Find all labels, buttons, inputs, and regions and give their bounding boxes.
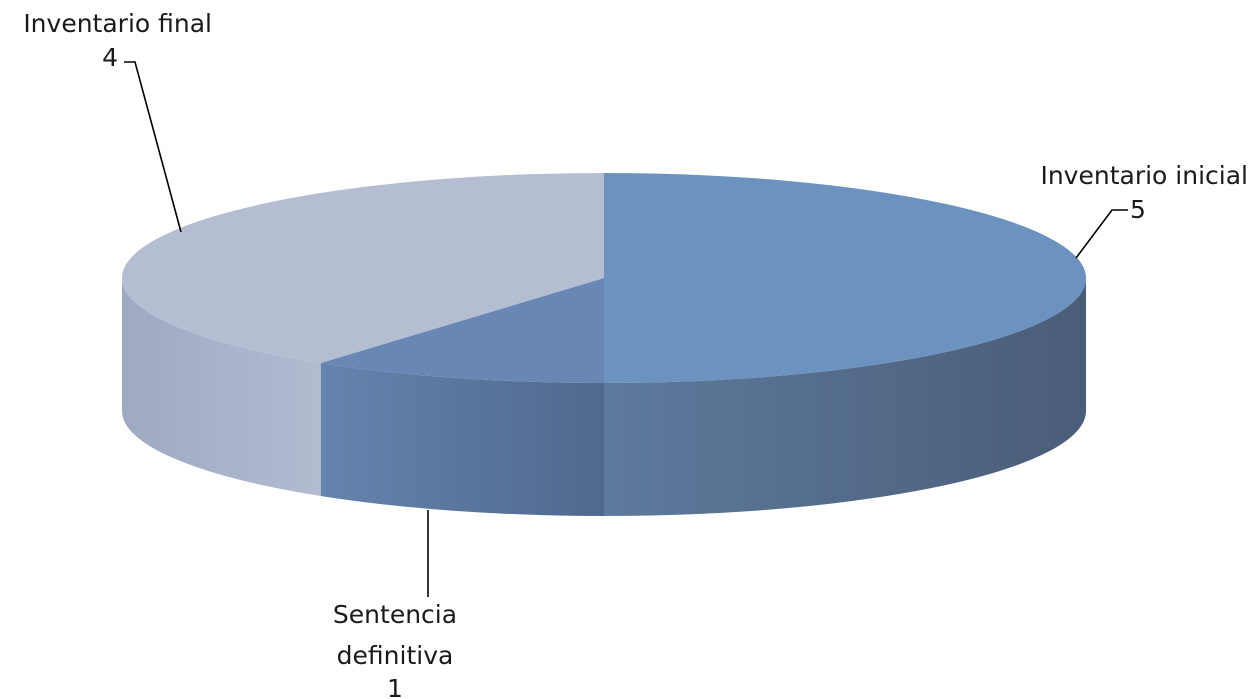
slice-label-sentencia-definitiva: Sentencia definitiva 1: [333, 600, 457, 699]
pie-slice-inventario-final: [121, 173, 604, 363]
pie-slice-side-inventario-inicial: [604, 278, 1086, 516]
slice-label-value-sentencia-definitiva: 1: [387, 674, 403, 699]
slice-label-name-sentencia-definitiva-line1: Sentencia: [333, 600, 457, 629]
slice-label-name-inventario-final: Inventario final: [23, 9, 212, 38]
slice-label-inventario-final: Inventario final 4: [23, 9, 212, 72]
slice-label-name-inventario-inicial: Inventario inicial: [1040, 161, 1248, 190]
slice-label-value-inventario-inicial: 5: [1130, 195, 1146, 224]
slice-label-inventario-inicial: Inventario inicial 5: [1040, 161, 1248, 224]
pie-slice-sentencia-definitiva: [320, 278, 604, 383]
slice-label-value-inventario-final: 4: [102, 43, 118, 72]
pie-slice-side-inventario-final: [122, 278, 321, 496]
slice-label-name-sentencia-definitiva-line2: definitiva: [337, 641, 454, 670]
pie-slice-inventario-inicial: [604, 173, 1086, 383]
pie-slice-side-sentencia-definitiva: [320, 362, 604, 516]
leader-line-inventario-final: [124, 61, 182, 233]
pie-tops: [121, 173, 1086, 383]
pie-sides: [122, 278, 1086, 516]
leader-line-inventario-inicial: [1075, 209, 1128, 259]
